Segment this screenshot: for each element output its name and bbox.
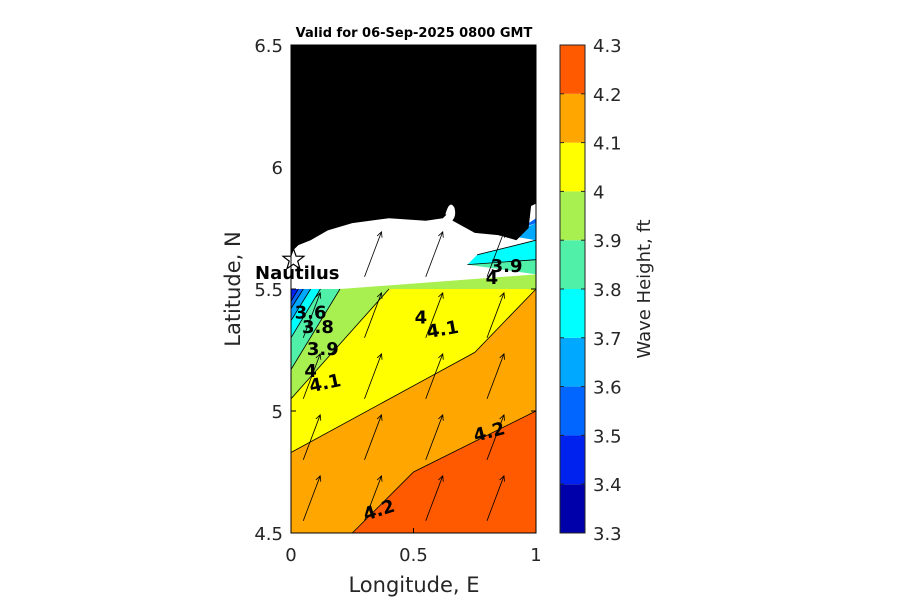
y-tick-label: 4.5 — [254, 524, 283, 545]
wave-direction-arrow — [364, 474, 383, 521]
colorbar-swatch — [560, 435, 585, 485]
contour-label: 4 — [304, 361, 317, 382]
contour-line — [290, 288, 311, 321]
colorbar-swatch — [560, 386, 585, 436]
colorbar-tick-label: 4 — [593, 182, 604, 203]
contour-line — [467, 259, 537, 265]
island-feature — [445, 204, 456, 221]
contour-line — [352, 410, 537, 534]
axes: 0 0.5 1 4.5 5 5.5 6 6.5 — [254, 36, 541, 566]
colorbar-swatch — [560, 484, 585, 533]
colorbar-tick-label: 3.8 — [593, 280, 622, 301]
y-tick-label: 6.5 — [254, 36, 283, 57]
wave-direction-arrow — [486, 413, 505, 460]
colorbar-swatch — [560, 191, 585, 241]
wave-direction-arrow — [302, 352, 322, 399]
colorbar-swatch — [560, 142, 585, 192]
wave-direction-arrow — [302, 291, 322, 338]
colorbar-tick-label: 3.3 — [593, 524, 622, 545]
contour-band — [467, 240, 536, 265]
colorbar-tick-label: 4.3 — [593, 36, 622, 57]
contour-line — [290, 288, 299, 302]
colorbar-swatch — [560, 289, 585, 338]
contour-band — [291, 274, 536, 399]
colorbar-tick-label: 4.2 — [593, 85, 622, 106]
wave-direction-arrow — [364, 413, 383, 460]
land-mass — [291, 45, 536, 289]
wave-direction-arrow — [425, 413, 444, 460]
colorbar-tick-label: 4.1 — [593, 134, 622, 155]
wave-direction-arrow — [364, 352, 383, 399]
y-tick-label: 5.5 — [254, 280, 283, 301]
contour-band — [467, 259, 536, 275]
x-tick-label: 0 — [285, 545, 296, 566]
x-tick-label: 0.5 — [399, 545, 428, 566]
contour-line — [290, 288, 321, 339]
wave-direction-arrow — [425, 291, 444, 338]
colorbar-tick-label: 3.9 — [593, 231, 622, 252]
wave-direction-arrow — [302, 413, 322, 460]
contour-label: 3.9 — [307, 339, 339, 360]
chart-title: Valid for 06-Sep-2025 0800 GMT — [296, 26, 533, 41]
wave-direction-arrow — [425, 352, 444, 399]
contour-label: 3.9 — [491, 256, 523, 277]
contour-band — [291, 289, 536, 453]
colorbar: 3.3 3.4 3.5 3.6 3.7 3.8 3.9 4 4.1 4.2 4.3 — [559, 36, 622, 545]
contour-label: 3.6 — [295, 302, 327, 323]
colorbar-swatch — [560, 93, 585, 143]
y-axis-label: Latitude, N — [221, 231, 245, 347]
contour-band — [352, 411, 536, 533]
station-marker-icon — [281, 246, 306, 271]
wave-direction-arrow — [425, 230, 444, 277]
colorbar-tick-label: 3.4 — [593, 475, 622, 496]
contour-line — [477, 239, 537, 256]
wave-direction-arrow — [364, 291, 383, 338]
colorbar-label: Wave Height, ft — [634, 219, 655, 358]
contour-band — [291, 289, 536, 533]
colorbar-tick-label: 3.5 — [593, 426, 622, 447]
contour-label: 4 — [486, 268, 499, 289]
contour-line — [290, 288, 390, 400]
colorbar-swatch — [560, 337, 585, 387]
colorbar-tick-label: 3.6 — [593, 378, 622, 399]
colorbar-swatch — [560, 240, 585, 289]
y-tick-label: 5 — [272, 402, 283, 423]
contour-label: 3.8 — [302, 317, 334, 338]
contour-label: 4 — [415, 307, 428, 328]
station-label: Nautilus — [255, 263, 340, 284]
wave-direction-arrow — [302, 474, 322, 521]
colorbar-swatch — [560, 45, 585, 94]
colorbar-tick-label: 3.7 — [593, 329, 622, 350]
wave-direction-arrow — [364, 230, 383, 277]
wave-direction-arrow — [486, 474, 505, 521]
y-tick-label: 6 — [272, 158, 283, 179]
wave-direction-arrow — [486, 291, 505, 338]
wave-direction-arrow — [486, 352, 505, 399]
wave-direction-arrow — [486, 230, 505, 277]
contour-line — [290, 288, 304, 309]
x-axis-label: Longitude, E — [348, 573, 479, 597]
contour-line — [290, 288, 537, 453]
x-tick-label: 1 — [530, 545, 541, 566]
contour-line — [290, 288, 341, 370]
wave-direction-arrow — [425, 474, 444, 521]
